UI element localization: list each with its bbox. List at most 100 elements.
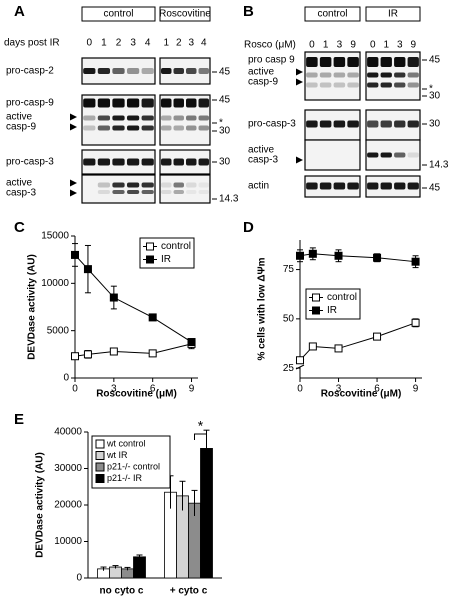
- point: [109, 347, 118, 356]
- band: [83, 125, 96, 131]
- band-label: pro-casp-9: [6, 98, 54, 109]
- point: [187, 338, 196, 347]
- band: [83, 98, 96, 108]
- bar: [200, 448, 213, 579]
- size-marker: 30: [219, 126, 231, 137]
- band: [161, 115, 172, 121]
- y-axis-label: DEVDase activity (AU): [35, 452, 46, 558]
- panel-label: D: [243, 219, 254, 236]
- size-marker: 45: [219, 67, 231, 78]
- point: [373, 253, 382, 262]
- group-label: IR: [388, 9, 398, 20]
- legend-marker: [312, 306, 320, 315]
- bar: [109, 566, 122, 579]
- y-tick-label: 75: [283, 264, 295, 275]
- y-tick-label: 25: [283, 363, 295, 374]
- legend-label: IR: [161, 254, 171, 265]
- lane-label: 2: [116, 38, 122, 49]
- group-label: Roscovitine: [159, 9, 211, 20]
- x-tick-label: 3: [111, 384, 117, 395]
- band: [407, 182, 419, 190]
- point: [308, 342, 317, 351]
- band: [198, 190, 209, 194]
- size-marker: 14.3: [429, 160, 449, 171]
- band: [198, 115, 209, 121]
- lane-label: 0: [87, 38, 93, 49]
- band: [161, 98, 172, 108]
- size-marker: 45: [219, 95, 231, 106]
- lane-label: 1: [163, 38, 169, 49]
- y-axis-label: % cells with low ΔΨm: [257, 257, 268, 360]
- band: [333, 82, 346, 88]
- band: [126, 190, 140, 194]
- group-header-box: [159, 6, 211, 22]
- legend-marker: [146, 242, 154, 251]
- blot-box: [365, 139, 421, 171]
- band: [198, 182, 209, 188]
- arrowhead: [70, 179, 77, 187]
- group-label: control: [103, 9, 133, 20]
- group-header-box: [81, 6, 156, 22]
- band-label: pro-casp-3: [248, 119, 296, 130]
- band: [380, 72, 392, 78]
- arrowhead: [296, 68, 303, 76]
- point: [411, 257, 420, 266]
- point: [308, 249, 317, 258]
- x-tick-label: 0: [72, 384, 78, 395]
- band-label: pro-casp-3: [6, 157, 54, 168]
- band: [380, 120, 392, 128]
- size-marker: 45: [429, 55, 441, 66]
- band: [161, 125, 172, 131]
- y-tick-label: 0: [76, 573, 82, 584]
- band: [347, 82, 359, 88]
- band: [407, 57, 419, 67]
- band: [333, 120, 346, 128]
- band: [112, 98, 125, 108]
- y-tick-label: 5000: [47, 325, 70, 336]
- point: [71, 250, 79, 259]
- band-label: active: [6, 112, 33, 123]
- band: [394, 72, 406, 78]
- band: [367, 57, 379, 67]
- lane-row-label: Rosco (μM): [244, 40, 296, 51]
- series-line: [299, 253, 416, 263]
- group-label: control: [317, 9, 347, 20]
- band: [380, 182, 392, 190]
- band: [141, 182, 154, 188]
- band: [112, 182, 125, 188]
- band-label: active: [248, 67, 275, 78]
- band: [407, 72, 419, 78]
- band: [173, 115, 184, 121]
- band: [112, 115, 125, 121]
- band: [198, 125, 209, 131]
- band: [161, 158, 172, 166]
- band: [186, 98, 197, 108]
- band: [112, 190, 125, 194]
- lane-label: 3: [188, 38, 194, 49]
- arrowhead: [70, 113, 77, 121]
- lane-label: 4: [201, 38, 207, 49]
- bar: [133, 556, 146, 579]
- band: [367, 72, 379, 78]
- band: [126, 68, 140, 74]
- legend-swatch: [95, 462, 105, 472]
- x-tick-label: 6: [150, 384, 156, 395]
- panel-label: E: [14, 411, 24, 428]
- band: [319, 72, 332, 78]
- band: [186, 125, 197, 131]
- significance-annotation: *: [198, 418, 204, 434]
- legend-marker: [312, 293, 320, 302]
- significance-bracket: [194, 433, 207, 440]
- y-axis-label: DEVDase activity (AU): [27, 254, 38, 360]
- band: [394, 82, 406, 88]
- legend-label: IR: [327, 305, 337, 316]
- lane-label: 4: [145, 38, 151, 49]
- lane-label: 1: [323, 40, 329, 51]
- point: [296, 251, 304, 260]
- band: [306, 82, 318, 88]
- lane-label: 0: [370, 40, 376, 51]
- band: [141, 158, 154, 166]
- band: [173, 125, 184, 131]
- band: [394, 152, 406, 158]
